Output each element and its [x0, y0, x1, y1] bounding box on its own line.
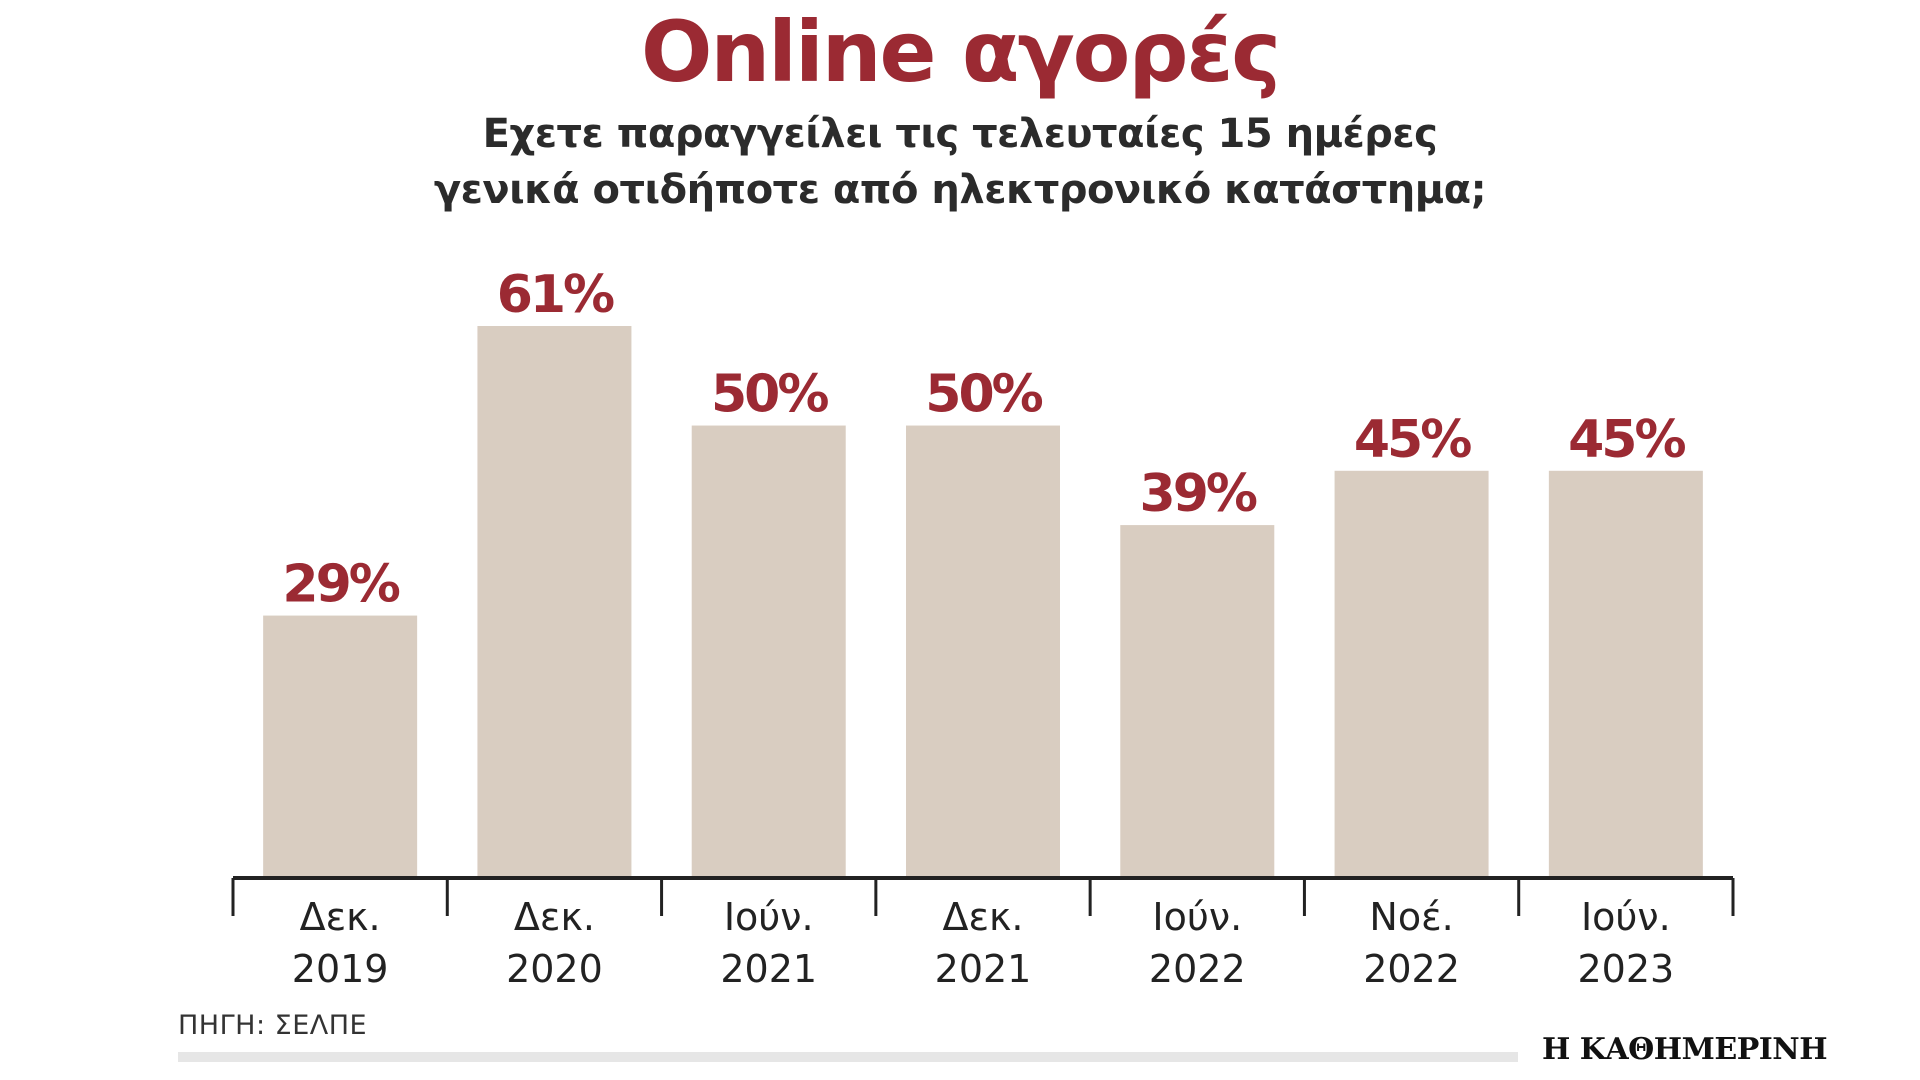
bar-0 [263, 615, 418, 878]
x-tick-label-2-0: Ιούν. [724, 895, 814, 939]
x-tick-label-5-0: Νοέ. [1369, 895, 1453, 939]
bar-value-label-2: 50% [711, 365, 828, 425]
x-tick-label-1-0: Δεκ. [514, 895, 595, 939]
chart-subtitle: Εχετε παραγγείλει τις τελευταίες 15 ημέρ… [0, 106, 1920, 218]
x-tick-label-6-1: 2023 [1577, 947, 1674, 991]
x-tick-label-2-1: 2021 [720, 947, 817, 991]
source-note: ΠΗΓΗ: ΣΕΛΠΕ [178, 1010, 368, 1041]
bar-5 [1334, 470, 1489, 878]
x-tick-label-0-1: 2019 [292, 947, 389, 991]
x-tick-label-1-1: 2020 [506, 947, 603, 991]
x-tick-label-3-1: 2021 [935, 947, 1032, 991]
x-tick-label-4-0: Ιούν. [1152, 895, 1242, 939]
bar-2 [691, 425, 846, 878]
chart-subtitle-line-1: Εχετε παραγγείλει τις τελευταίες 15 ημέρ… [482, 111, 1438, 157]
bar-value-label-6: 45% [1568, 410, 1685, 470]
x-tick-label-3-0: Δεκ. [942, 895, 1023, 939]
chart-subtitle-line-2: γενικά οτιδήποτε από ηλεκτρονικό κατάστη… [433, 167, 1487, 213]
footer-rule [178, 1052, 1518, 1062]
bar-value-label-5: 45% [1354, 410, 1471, 470]
bar-value-label-4: 39% [1140, 464, 1257, 524]
publisher-logo: Η ΚΑΘΗΜΕΡΙΝΗ [1542, 1032, 1828, 1067]
bar-value-label-1: 61% [497, 265, 614, 325]
x-tick-label-5-1: 2022 [1363, 947, 1460, 991]
chart-title: Online αγορές [640, 3, 1281, 101]
bar-value-label-3: 50% [925, 365, 1042, 425]
bar-value-label-0: 29% [282, 555, 399, 615]
x-tick-label-0-0: Δεκ. [300, 895, 381, 939]
bar-6 [1548, 470, 1703, 878]
bar-1 [477, 326, 632, 878]
bar-4 [1120, 525, 1275, 878]
bar-3 [906, 425, 1060, 878]
x-tick-label-6-0: Ιούν. [1581, 895, 1671, 939]
x-tick-label-4-1: 2022 [1149, 947, 1246, 991]
